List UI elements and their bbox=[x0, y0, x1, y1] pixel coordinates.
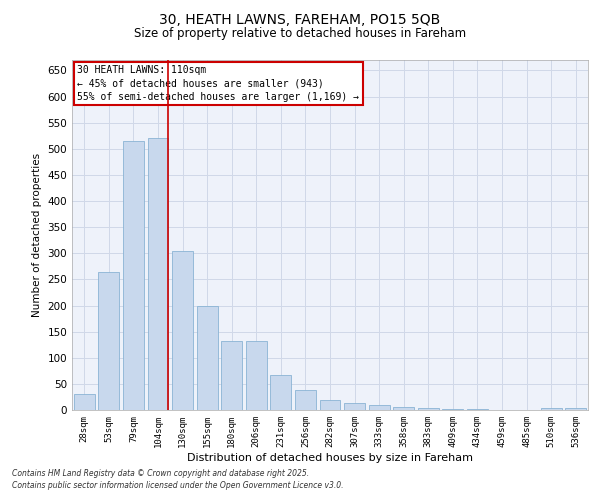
Bar bbox=[246, 340, 267, 410]
Bar bbox=[368, 405, 389, 410]
Bar bbox=[418, 408, 439, 410]
Bar bbox=[123, 141, 144, 410]
Bar bbox=[442, 409, 463, 410]
Bar bbox=[148, 138, 169, 410]
Bar bbox=[393, 407, 414, 410]
Text: Contains HM Land Registry data © Crown copyright and database right 2025.: Contains HM Land Registry data © Crown c… bbox=[12, 468, 309, 477]
Text: 30, HEATH LAWNS, FAREHAM, PO15 5QB: 30, HEATH LAWNS, FAREHAM, PO15 5QB bbox=[160, 12, 440, 26]
Text: Size of property relative to detached houses in Fareham: Size of property relative to detached ho… bbox=[134, 28, 466, 40]
Bar bbox=[221, 340, 242, 410]
Bar bbox=[320, 400, 340, 410]
Bar bbox=[295, 390, 316, 410]
Bar bbox=[271, 375, 292, 410]
Bar bbox=[172, 250, 193, 410]
Text: Contains public sector information licensed under the Open Government Licence v3: Contains public sector information licen… bbox=[12, 481, 343, 490]
Bar bbox=[74, 394, 95, 410]
Text: 30 HEATH LAWNS: 110sqm
← 45% of detached houses are smaller (943)
55% of semi-de: 30 HEATH LAWNS: 110sqm ← 45% of detached… bbox=[77, 66, 359, 102]
Bar bbox=[344, 402, 365, 410]
Bar bbox=[565, 408, 586, 410]
Bar bbox=[98, 272, 119, 410]
Bar bbox=[197, 306, 218, 410]
Bar bbox=[541, 408, 562, 410]
X-axis label: Distribution of detached houses by size in Fareham: Distribution of detached houses by size … bbox=[187, 452, 473, 462]
Y-axis label: Number of detached properties: Number of detached properties bbox=[32, 153, 42, 317]
